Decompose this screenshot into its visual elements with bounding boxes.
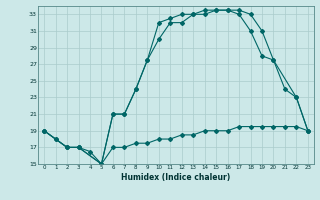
X-axis label: Humidex (Indice chaleur): Humidex (Indice chaleur) (121, 173, 231, 182)
